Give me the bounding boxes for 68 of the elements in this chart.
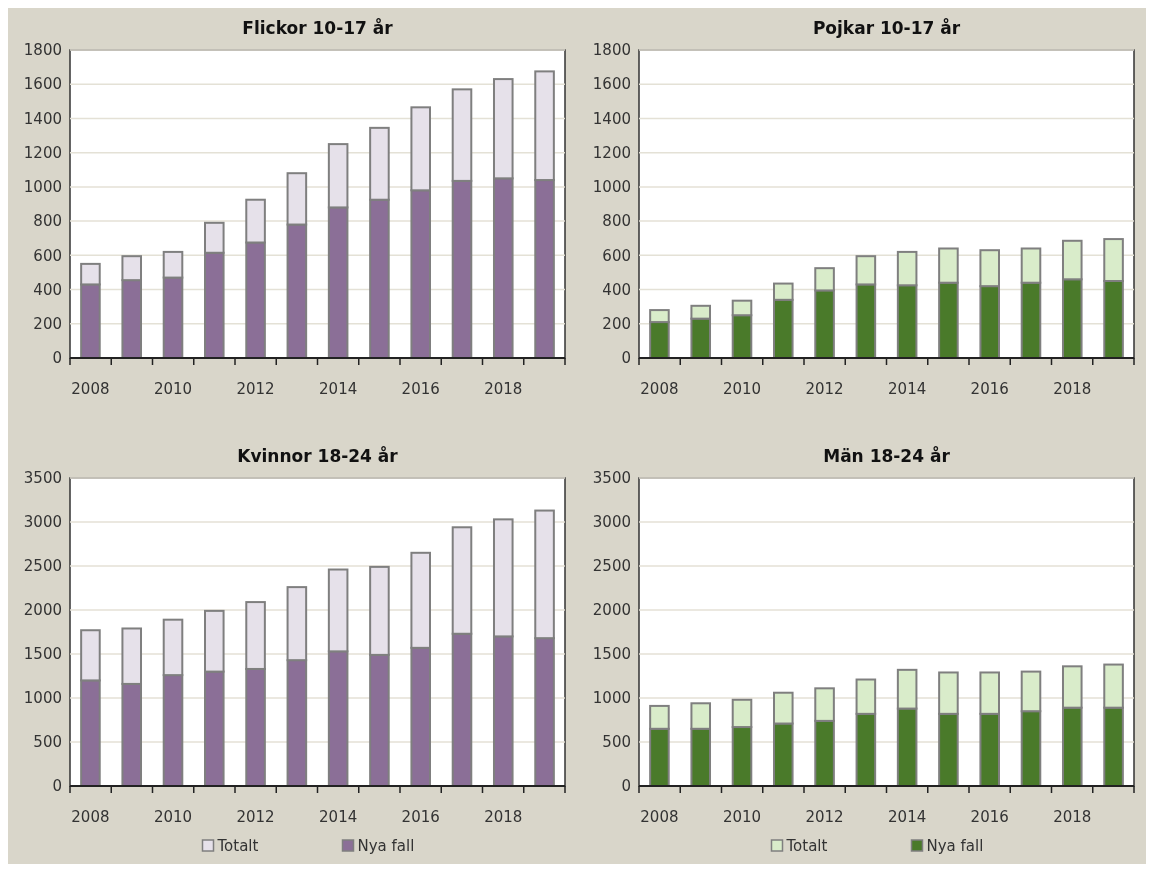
x-tick-label: 2008 bbox=[71, 380, 110, 398]
x-tick-label: 2012 bbox=[236, 808, 275, 826]
y-tick-label: 500 bbox=[602, 733, 631, 752]
y-tick-label: 1000 bbox=[23, 178, 62, 197]
y-tick-label: 1400 bbox=[592, 109, 631, 128]
y-tick-label: 800 bbox=[602, 212, 631, 231]
y-tick-label: 1200 bbox=[592, 143, 631, 162]
x-tick-label: 2012 bbox=[805, 808, 844, 826]
x-tick-label: 2008 bbox=[640, 808, 679, 826]
x-tick-label: 2016 bbox=[401, 808, 440, 826]
x-tick-label: 2010 bbox=[153, 808, 193, 826]
y-tick-label: 3500 bbox=[23, 469, 62, 488]
chart-title: Pojkar 10-17 år bbox=[812, 17, 961, 38]
y-tick-label: 3500 bbox=[592, 469, 631, 488]
x-tick-label: 2018 bbox=[1053, 808, 1092, 826]
x-tick-label: 2018 bbox=[1053, 380, 1092, 398]
y-tick-label: 200 bbox=[33, 315, 62, 334]
y-tick-label: 1500 bbox=[592, 645, 631, 664]
y-tick-label: 2000 bbox=[23, 601, 62, 620]
y-tick-label: 2000 bbox=[592, 601, 631, 620]
x-tick-label: 2016 bbox=[970, 808, 1009, 826]
x-tick-label: 2012 bbox=[236, 380, 275, 398]
y-tick-label: 1600 bbox=[592, 75, 631, 94]
y-tick-label: 3000 bbox=[592, 513, 631, 532]
x-tick-label: 2014 bbox=[319, 808, 358, 826]
y-tick-label: 0 bbox=[52, 777, 62, 796]
x-tick-label: 2008 bbox=[640, 380, 679, 398]
y-tick-label: 500 bbox=[33, 733, 62, 752]
y-tick-label: 0 bbox=[52, 349, 62, 368]
y-tick-label: 1000 bbox=[592, 178, 631, 197]
x-tick-label: 2018 bbox=[484, 808, 523, 826]
y-tick-label: 2500 bbox=[23, 557, 62, 576]
legend-label: Totalt bbox=[785, 837, 828, 856]
y-tick-label: 0 bbox=[621, 349, 631, 368]
y-tick-label: 1800 bbox=[592, 41, 631, 60]
y-tick-label: 1000 bbox=[23, 689, 62, 708]
legend-label: Nya fall bbox=[357, 837, 415, 856]
x-tick-label: 2016 bbox=[970, 380, 1009, 398]
y-tick-label: 400 bbox=[33, 280, 62, 299]
x-tick-label: 2010 bbox=[153, 380, 193, 398]
x-tick-label: 2014 bbox=[888, 380, 927, 398]
chart-title: Män 18-24 år bbox=[823, 445, 951, 466]
y-tick-label: 200 bbox=[602, 315, 631, 334]
x-tick-label: 2018 bbox=[484, 380, 523, 398]
y-tick-label: 2500 bbox=[592, 557, 631, 576]
chart-title: Flickor 10-17 år bbox=[242, 17, 394, 38]
chart-title: Kvinnor 18-24 år bbox=[237, 445, 399, 466]
legend-label: Totalt bbox=[216, 837, 259, 856]
x-tick-label: 2008 bbox=[71, 808, 110, 826]
y-tick-label: 1600 bbox=[23, 75, 62, 94]
y-tick-label: 1800 bbox=[23, 41, 62, 60]
y-tick-label: 1500 bbox=[23, 645, 62, 664]
x-tick-label: 2010 bbox=[722, 808, 762, 826]
y-tick-label: 600 bbox=[33, 246, 62, 265]
y-tick-label: 0 bbox=[621, 777, 631, 796]
x-tick-label: 2014 bbox=[319, 380, 358, 398]
legend-label: Nya fall bbox=[926, 837, 984, 856]
x-tick-label: 2016 bbox=[401, 380, 440, 398]
y-tick-label: 800 bbox=[33, 212, 62, 231]
y-tick-label: 600 bbox=[602, 246, 631, 265]
y-tick-label: 400 bbox=[602, 280, 631, 299]
y-tick-label: 1000 bbox=[592, 689, 631, 708]
y-tick-label: 1400 bbox=[23, 109, 62, 128]
x-tick-label: 2010 bbox=[722, 380, 762, 398]
x-tick-label: 2012 bbox=[805, 380, 844, 398]
y-tick-label: 3000 bbox=[23, 513, 62, 532]
x-tick-label: 2014 bbox=[888, 808, 927, 826]
y-tick-label: 1200 bbox=[23, 143, 62, 162]
